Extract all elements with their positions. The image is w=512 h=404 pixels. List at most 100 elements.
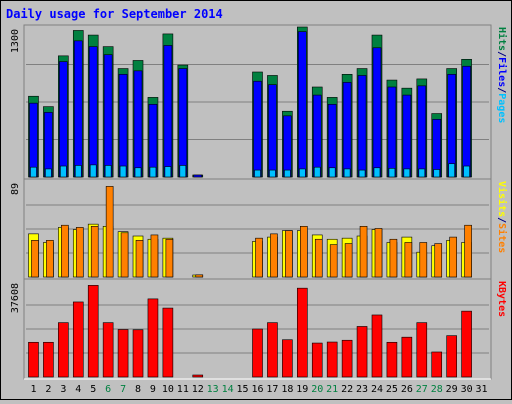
x-tick-label-day-20: 20 (311, 384, 323, 395)
x-tick-label-day-4: 4 (75, 384, 81, 395)
bar-pages-day-1 (30, 166, 37, 178)
bar-sites-day-18 (285, 230, 293, 278)
x-tick-label-day-18: 18 (281, 384, 293, 395)
bar-kbytes-day-25 (386, 341, 398, 378)
x-tick-label-day-19: 19 (296, 384, 308, 395)
bar-files-day-21 (327, 104, 337, 178)
bar-kbytes-day-3 (58, 322, 69, 378)
bar-sites-day-22 (344, 243, 353, 278)
bar-kbytes-day-1 (28, 341, 39, 378)
bar-sites-day-6 (105, 186, 114, 278)
bar-kbytes-day-26 (401, 336, 413, 378)
bar-kbytes-day-17 (267, 322, 278, 378)
bar-kbytes-day-9 (147, 298, 159, 378)
x-tick-label-day-7: 7 (120, 384, 126, 395)
bar-files-day-12 (193, 174, 203, 178)
x-tick-label-day-30: 30 (461, 384, 473, 395)
legend-part: / (496, 217, 507, 223)
bar-sites-day-3 (61, 224, 69, 278)
y-max-tick-label: 37608 (10, 283, 21, 313)
x-tick-label-day-10: 10 (162, 384, 174, 395)
bar-files-day-30 (462, 65, 471, 178)
legend-label: KBytes (496, 281, 507, 317)
x-tick-label-day-23: 23 (356, 384, 368, 395)
bar-files-day-24 (372, 47, 382, 178)
bar-kbytes-day-2 (43, 341, 54, 378)
bar-files-day-8 (133, 70, 143, 178)
x-tick-label-day-11: 11 (177, 384, 189, 395)
bar-files-day-17 (268, 84, 277, 178)
bar-kbytes-day-6 (102, 322, 114, 378)
bar-kbytes-day-21 (326, 341, 338, 378)
bar-sites-day-24 (374, 228, 383, 278)
x-tick-label-day-12: 12 (192, 384, 204, 395)
x-tick-label-day-14: 14 (222, 384, 234, 395)
bar-files-day-1 (29, 102, 38, 178)
bar-files-day-11 (178, 68, 188, 178)
bar-pages-day-26 (403, 168, 411, 178)
x-tick-label-day-27: 27 (416, 384, 428, 395)
bar-kbytes-day-20 (311, 342, 323, 378)
bar-pages-day-9 (149, 166, 157, 178)
bar-pages-day-16 (254, 169, 261, 178)
legend-part: / (496, 51, 507, 57)
bar-kbytes-day-18 (282, 339, 293, 378)
bar-files-day-29 (447, 74, 456, 178)
bar-pages-day-10 (164, 166, 172, 178)
bar-sites-day-16 (255, 237, 263, 278)
x-axis-labels: 1 2 3 4 5 6 7 8 9 10 11 12 13 14 15 16 17 18 19 20 21 22 23 24 2… (30, 384, 487, 395)
x-tick-label-day-24: 24 (371, 384, 383, 395)
bar-pages-day-29 (448, 163, 455, 178)
bar-sites-day-23 (359, 226, 368, 278)
x-tick-label-day-13: 13 (207, 384, 219, 395)
bar-files-day-26 (402, 94, 412, 178)
legend-part: Hits (496, 27, 508, 51)
bar-pages-day-18 (284, 169, 291, 178)
bar-kbytes-day-12 (192, 374, 204, 378)
bar-pages-day-25 (388, 168, 396, 178)
bar-pages-day-21 (328, 167, 336, 178)
bar-files-day-22 (342, 82, 352, 178)
bar-sites-day-1 (31, 240, 39, 278)
x-tick-label-day-26: 26 (401, 384, 413, 395)
x-tick-label-day-17: 17 (266, 384, 278, 395)
bar-kbytes-day-23 (356, 326, 368, 378)
bar-kbytes-day-10 (162, 307, 174, 378)
bar-files-day-27 (417, 85, 427, 178)
bar-sites-day-5 (90, 226, 99, 278)
bar-files-day-5 (88, 46, 98, 178)
bar-files-day-6 (103, 54, 113, 178)
bar-sites-day-21 (329, 244, 338, 278)
bar-files-day-19 (298, 31, 307, 178)
bar-files-day-3 (59, 61, 68, 178)
bar-pages-day-20 (313, 166, 321, 178)
bar-files-day-25 (387, 86, 397, 178)
bar-kbytes-day-5 (87, 285, 99, 378)
series-sites (31, 186, 472, 278)
legend-label: Visits/Sites (496, 181, 508, 253)
bar-kbytes-day-4 (72, 301, 84, 378)
bar-pages-day-24 (373, 167, 381, 178)
bar-sites-day-25 (389, 238, 398, 278)
x-tick-label-day-1: 1 (30, 384, 36, 395)
legend-part: Visits (496, 181, 508, 217)
legend-part: / (496, 87, 507, 93)
x-tick-label-day-25: 25 (386, 384, 398, 395)
bar-files-day-18 (283, 115, 292, 178)
bar-pages-day-22 (343, 168, 351, 178)
panel-kbytes: 37608 KBytes (10, 278, 507, 380)
bar-pages-day-28 (433, 169, 441, 178)
legend-part: KBytes (496, 281, 507, 317)
bar-sites-day-17 (270, 233, 278, 278)
legend-part: Files (496, 57, 508, 87)
legend-label: Hits/Files/Pages (496, 27, 508, 123)
bar-kbytes-day-8 (132, 329, 144, 378)
bar-pages-day-27 (418, 168, 426, 178)
bar-pages-day-11 (179, 165, 187, 178)
x-tick-label-day-21: 21 (326, 384, 338, 395)
bar-sites-day-4 (75, 227, 84, 278)
bar-sites-day-10 (165, 238, 174, 278)
